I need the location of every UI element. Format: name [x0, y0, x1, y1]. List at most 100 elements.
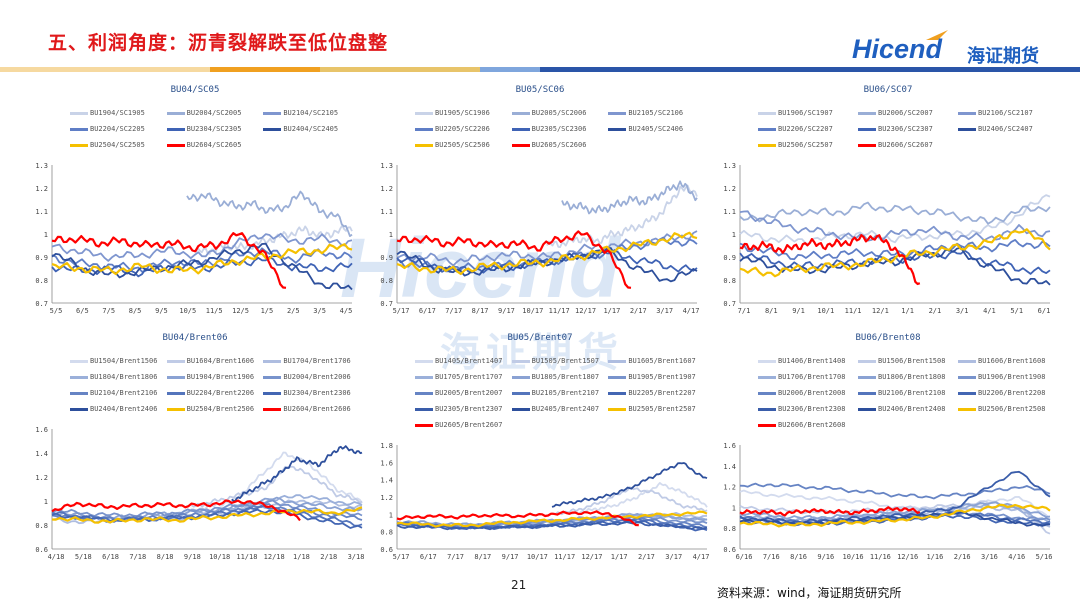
series-line [51, 499, 363, 518]
series-line [739, 210, 1051, 242]
legend-label: BU1504/Brent1506 [90, 357, 158, 365]
series-line [51, 232, 287, 289]
legend-item: BU2205/Brent2207 [608, 389, 696, 397]
legend-label: BU2404/SC2405 [283, 125, 339, 133]
x-tick-label: 4/18 [48, 553, 65, 561]
x-tick-label: 12/17 [581, 553, 602, 561]
legend-item: BU1806/Brent1808 [858, 373, 945, 381]
legend-swatch [758, 127, 776, 131]
y-tick-label: 1 [389, 511, 393, 519]
legend-item: BU1905/SC1906 [415, 109, 490, 117]
legend-swatch [958, 391, 976, 395]
legend-swatch [608, 407, 627, 411]
legend-item: BU1504/Brent1506 [70, 357, 157, 365]
legend-swatch [415, 127, 433, 131]
chart-title: BU05/Brent07 [507, 333, 573, 343]
x-tick-label: 1/16 [926, 553, 943, 561]
legend-item: BU2404/SC2405 [263, 125, 338, 133]
legend-label: BU2304/SC2305 [186, 125, 242, 133]
legend-swatch [263, 375, 282, 379]
legend-item: BU2404/Brent2406 [70, 405, 157, 413]
legend-item: BU2604/SC2605 [166, 141, 241, 149]
x-tick-label: 5/17 [393, 307, 410, 315]
x-tick-label: 2/5 [287, 307, 300, 315]
legend-item: BU2006/SC2007 [858, 109, 933, 117]
legend-swatch [415, 143, 433, 147]
legend-item: BU1706/Brent1708 [758, 373, 845, 381]
legend-item: BU2506/SC2507 [758, 141, 833, 149]
legend-label: BU1604/Brent1606 [186, 357, 255, 365]
legend-label: BU2204/Brent2206 [186, 389, 255, 397]
legend-swatch [608, 127, 627, 131]
series-line [396, 520, 708, 531]
legend-swatch [758, 111, 776, 115]
legend-label: BU1905/Brent1907 [628, 373, 696, 381]
legend-swatch [958, 375, 976, 379]
legend-swatch [70, 127, 88, 131]
legend-swatch [608, 375, 627, 379]
x-tick-label: 5/5 [50, 307, 63, 315]
legend-item: BU2504/Brent2506 [166, 405, 254, 413]
x-tick-label: 10/16 [843, 553, 864, 561]
legend-label: BU2505/Brent2507 [628, 405, 696, 413]
legend-label: BU2105/SC2106 [628, 109, 684, 117]
series-line [396, 510, 708, 528]
x-tick-label: 3/17 [665, 553, 682, 561]
y-tick-label: 1.2 [35, 185, 48, 193]
series-line [566, 482, 708, 515]
x-tick-label: 7/18 [129, 553, 146, 561]
legend-item: BU2004/Brent2006 [263, 373, 351, 381]
legend-swatch [263, 391, 282, 395]
legend-item: BU2406/SC2407 [958, 125, 1033, 133]
x-tick-label: 6/17 [420, 553, 437, 561]
legend-item: BU2205/SC2206 [415, 125, 490, 133]
line-chart: 0.6 0.8 1 1.2 1.4 1.6 6/16 7/16 8/16 9/16 10/16 11/… [723, 442, 1052, 561]
y-tick-label: 1.8 [380, 442, 393, 450]
series-line [739, 482, 1051, 500]
x-tick-label: 12/18 [264, 553, 285, 561]
legend-swatch [511, 111, 530, 115]
legend-label: BU2506/SC2507 [778, 141, 833, 149]
legend-item: BU2106/Brent2108 [858, 389, 945, 397]
legend-label: BU2206/SC2207 [778, 125, 833, 133]
legend-item: BU2605/Brent2607 [415, 421, 502, 429]
x-tick-label: 4/17 [683, 307, 700, 315]
legend-swatch [511, 407, 530, 411]
y-tick-label: 1.2 [723, 484, 736, 492]
x-tick-label: 8/17 [474, 553, 491, 561]
y-tick-label: 1 [389, 231, 393, 239]
x-tick-label: 11/17 [554, 553, 575, 561]
legend-label: BU2204/SC2205 [90, 125, 145, 133]
legend-swatch [608, 111, 627, 115]
legend-item: BU1606/Brent1608 [958, 357, 1045, 365]
legend-label: BU2005/Brent2007 [435, 389, 503, 397]
x-tick-label: 10/18 [209, 553, 230, 561]
chart-panel-3: BU06/SC07 BU1906/SC1907 BU2006/SC2007 BU210… [718, 85, 1058, 325]
legend-item: BU2104/SC2105 [263, 109, 338, 117]
legend-label: BU2606/Brent2608 [778, 421, 846, 429]
legend-item: BU1704/Brent1706 [263, 357, 351, 365]
legend-item: BU1604/Brent1606 [166, 357, 255, 365]
legend-swatch [511, 391, 530, 395]
y-tick-label: 1 [44, 498, 48, 506]
series-line [739, 234, 921, 286]
x-tick-label: 1/1 [901, 307, 914, 315]
legend-label: BU2506/Brent2508 [978, 405, 1046, 413]
x-tick-label: 6/5 [76, 307, 89, 315]
legend-swatch [166, 359, 185, 363]
y-tick-label: 1.1 [723, 208, 736, 216]
legend-label: BU2106/Brent2108 [878, 389, 946, 397]
legend-swatch [511, 127, 530, 131]
page-title: 五、利润角度：沥青裂解跌至低位盘整 [48, 32, 389, 54]
x-tick-label: 9/17 [502, 553, 519, 561]
legend-label: BU1505/Brent1507 [531, 357, 600, 365]
legend-item: BU2206/SC2207 [758, 125, 833, 133]
series-line [739, 228, 1051, 278]
chart-title: BU04/SC05 [170, 85, 220, 95]
legend-item: BU2204/Brent2206 [166, 389, 255, 397]
logo-mark-icon [926, 30, 948, 40]
legend-item: BU2306/SC2307 [858, 125, 933, 133]
series-line [561, 180, 698, 215]
legend-item: BU1406/Brent1408 [758, 357, 845, 365]
x-tick-label: 8/18 [157, 553, 174, 561]
